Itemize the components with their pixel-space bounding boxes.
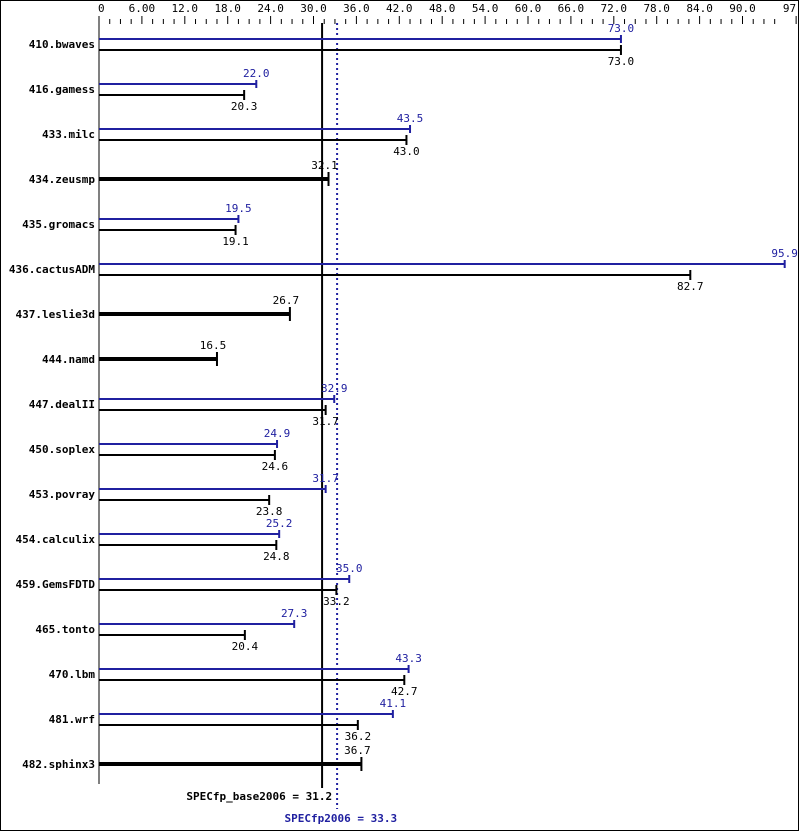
base-value-label: 36.2 [345,730,372,743]
x-tick-label: 6.00 [129,2,156,15]
peak-value-label: 73.0 [608,22,635,35]
category-label: 434.zeusmp [29,173,96,186]
category-label: 437.leslie3d [16,308,95,321]
x-tick-label: 72.0 [601,2,628,15]
x-tick-label: 48.0 [429,2,456,15]
category-label: 447.dealII [29,398,95,411]
category-label: 450.soplex [29,443,96,456]
base-value-label: 23.8 [256,505,283,518]
x-tick-label: 97.5 [783,2,799,15]
x-tick-label: 30.0 [300,2,327,15]
category-label: 482.sphinx3 [22,758,95,771]
x-tick-label: 18.0 [214,2,241,15]
base-value-label: 24.6 [262,460,289,473]
category-label: 453.povray [29,488,96,501]
base-value-label: 31.7 [312,415,339,428]
x-tick-label: 12.0 [172,2,199,15]
category-label: 459.GemsFDTD [16,578,96,591]
x-tick-label: 78.0 [643,2,670,15]
category-label: 481.wrf [49,713,95,726]
x-tick-label: 90.0 [729,2,756,15]
category-label: 454.calculix [16,533,96,546]
peak-reference-label: SPECfp2006 = 33.3 [285,812,398,825]
category-label: 444.namd [42,353,95,366]
peak-value-label: 25.2 [266,517,293,530]
x-tick-label: 36.0 [343,2,370,15]
base-value-label: 82.7 [677,280,704,293]
category-label: 465.tonto [35,623,95,636]
category-label: 410.bwaves [29,38,95,51]
base-reference-label: SPECfp_base2006 = 31.2 [186,790,332,803]
base-value-label: 43.0 [393,145,420,158]
x-tick-label: 0 [98,2,105,15]
x-tick-label: 24.0 [257,2,284,15]
x-tick-label: 54.0 [472,2,499,15]
peak-value-label: 35.0 [336,562,363,575]
base-value-label: 32.1 [311,159,338,172]
peak-value-label: 31.7 [312,472,339,485]
base-value-label: 26.7 [273,294,300,307]
peak-value-label: 32.9 [321,382,348,395]
peak-value-label: 19.5 [225,202,252,215]
base-value-label: 36.7 [344,744,371,757]
x-tick-label: 60.0 [515,2,542,15]
x-tick-label: 84.0 [686,2,713,15]
base-value-label: 20.4 [232,640,259,653]
category-label: 433.milc [42,128,95,141]
x-tick-label: 66.0 [558,2,585,15]
base-value-label: 24.8 [263,550,290,563]
peak-value-label: 43.5 [397,112,424,125]
peak-value-label: 95.9 [771,247,798,260]
base-value-label: 16.5 [200,339,227,352]
category-label: 436.cactusADM [9,263,95,276]
base-value-label: 73.0 [608,55,635,68]
category-label: 435.gromacs [22,218,95,231]
category-label: 416.gamess [29,83,95,96]
peak-value-label: 27.3 [281,607,308,620]
base-value-label: 19.1 [222,235,249,248]
x-tick-label: 42.0 [386,2,413,15]
peak-value-label: 43.3 [395,652,422,665]
peak-value-label: 24.9 [264,427,291,440]
peak-value-label: 41.1 [380,697,407,710]
base-value-label: 33.2 [323,595,350,608]
base-value-label: 42.7 [391,685,418,698]
category-label: 470.lbm [49,668,96,681]
base-value-label: 20.3 [231,100,258,113]
peak-value-label: 22.0 [243,67,270,80]
